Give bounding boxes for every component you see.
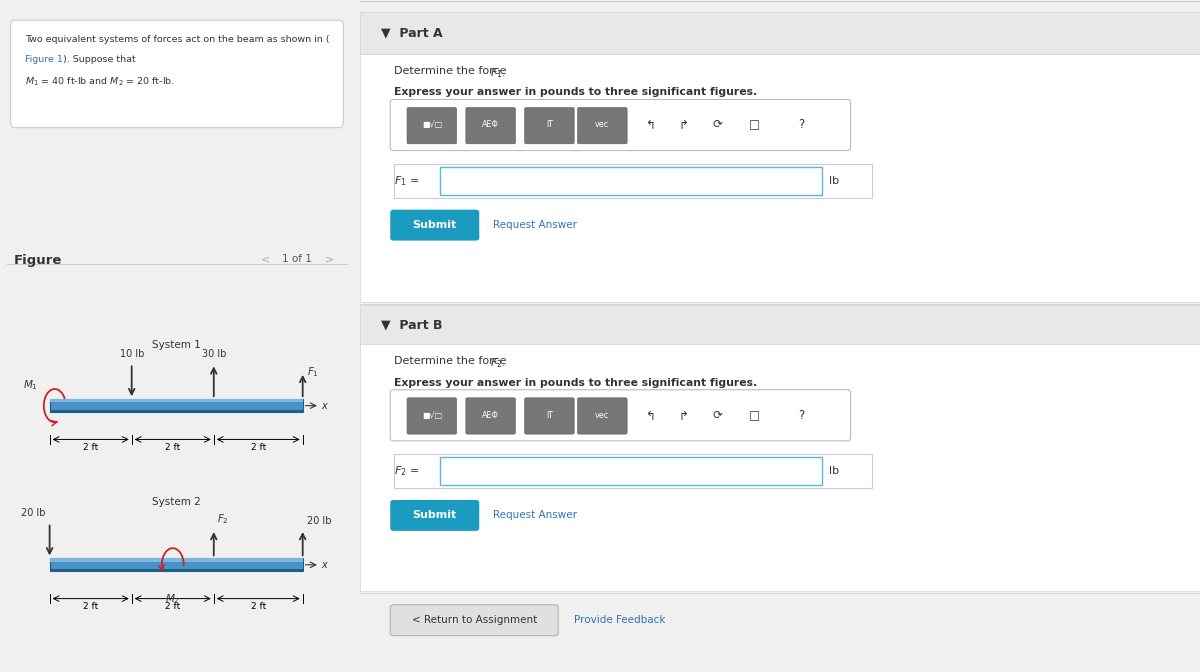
Text: $F_1$ =: $F_1$ = (394, 174, 419, 187)
Text: ■√□: ■√□ (421, 411, 442, 420)
Text: $M_1$ = 40 ft-lb and $M_2$ = 20 ft-lb.: $M_1$ = 40 ft-lb and $M_2$ = 20 ft-lb. (25, 75, 174, 88)
Text: Submit: Submit (413, 511, 457, 520)
Text: Figure: Figure (14, 254, 62, 267)
Bar (49, 399, 302, 403)
FancyBboxPatch shape (466, 398, 516, 434)
Text: IT: IT (546, 411, 553, 420)
FancyBboxPatch shape (390, 99, 851, 151)
Text: ⟳: ⟳ (712, 118, 722, 132)
Text: Two equivalent systems of forces act on the beam as shown in (: Two equivalent systems of forces act on … (25, 35, 329, 44)
FancyBboxPatch shape (577, 398, 628, 434)
Text: ?: ? (798, 118, 804, 132)
Text: vec: vec (595, 411, 610, 420)
Text: x: x (322, 560, 328, 570)
Bar (49, 410, 302, 412)
Text: Figure 1: Figure 1 (25, 55, 62, 64)
Text: $F_1$: $F_1$ (307, 365, 319, 379)
FancyBboxPatch shape (577, 108, 628, 144)
Text: ). Suppose that: ). Suppose that (64, 55, 139, 64)
Text: lb: lb (829, 176, 839, 185)
Text: ▼  Part B: ▼ Part B (382, 318, 443, 331)
FancyBboxPatch shape (390, 500, 479, 531)
FancyBboxPatch shape (407, 108, 457, 144)
Text: <: < (260, 254, 270, 264)
Text: Request Answer: Request Answer (493, 511, 577, 520)
Text: $M_2$: $M_2$ (166, 592, 180, 606)
Text: ■√□: ■√□ (421, 120, 442, 130)
Text: x: x (322, 401, 328, 411)
FancyBboxPatch shape (466, 108, 516, 144)
Bar (49, 399, 302, 412)
Text: 2 ft: 2 ft (83, 443, 98, 452)
FancyBboxPatch shape (11, 20, 343, 128)
Bar (394, 164, 872, 198)
Text: $F_2$: $F_2$ (217, 512, 229, 526)
Text: ↱: ↱ (678, 409, 689, 422)
Text: 30 lb: 30 lb (202, 349, 226, 359)
FancyBboxPatch shape (524, 398, 575, 434)
Text: Express your answer in pounds to three significant figures.: Express your answer in pounds to three s… (394, 87, 757, 97)
Text: IT: IT (546, 120, 553, 130)
Bar (394, 454, 872, 488)
Text: ?: ? (798, 409, 804, 422)
Text: ↰: ↰ (644, 409, 655, 422)
Text: ↰: ↰ (644, 118, 655, 132)
Text: < Return to Assignment: < Return to Assignment (412, 616, 536, 625)
Bar (440, 457, 822, 485)
Text: >: > (324, 254, 334, 264)
Text: □: □ (749, 118, 761, 132)
Text: Express your answer in pounds to three significant figures.: Express your answer in pounds to three s… (394, 378, 757, 388)
Text: 1 of 1: 1 of 1 (282, 254, 312, 264)
Text: Provide Feedback: Provide Feedback (575, 616, 666, 625)
Bar (440, 167, 822, 195)
Text: $M_1$: $M_1$ (23, 378, 37, 392)
Text: 10 lb: 10 lb (120, 349, 144, 359)
FancyBboxPatch shape (524, 108, 575, 144)
FancyBboxPatch shape (407, 398, 457, 434)
Bar (360, 54, 1200, 302)
Text: 2 ft: 2 ft (83, 602, 98, 611)
Bar (49, 558, 302, 562)
Bar (49, 558, 302, 571)
Bar (360, 12, 1200, 54)
Text: 2 ft: 2 ft (251, 602, 266, 611)
Text: AEΦ: AEΦ (482, 120, 499, 130)
Text: $F_2$.: $F_2$. (491, 356, 506, 370)
Text: Request Answer: Request Answer (493, 220, 577, 230)
Text: AEΦ: AEΦ (482, 411, 499, 420)
FancyBboxPatch shape (390, 605, 558, 636)
Text: lb: lb (829, 466, 839, 476)
Text: $F_1$.: $F_1$. (491, 66, 506, 80)
Text: Submit: Submit (413, 220, 457, 230)
Text: ↱: ↱ (678, 118, 689, 132)
Text: System 2: System 2 (151, 497, 200, 507)
Text: □: □ (749, 409, 761, 422)
Text: vec: vec (595, 120, 610, 130)
FancyBboxPatch shape (390, 210, 479, 241)
Bar (360, 305, 1200, 344)
Text: 2 ft: 2 ft (166, 602, 180, 611)
Text: Determine the force: Determine the force (394, 356, 510, 366)
Text: Determine the force: Determine the force (394, 66, 510, 76)
FancyBboxPatch shape (390, 390, 851, 441)
Bar (49, 569, 302, 571)
Text: 2 ft: 2 ft (166, 443, 180, 452)
Text: $F_2$ =: $F_2$ = (394, 464, 419, 478)
Text: System 1: System 1 (151, 341, 200, 351)
Text: 20 lb: 20 lb (22, 508, 46, 518)
Text: ▼  Part A: ▼ Part A (382, 26, 443, 40)
Text: 2 ft: 2 ft (251, 443, 266, 452)
Text: ⟳: ⟳ (712, 409, 722, 422)
Bar (360, 344, 1200, 591)
Text: 20 lb: 20 lb (307, 516, 331, 526)
